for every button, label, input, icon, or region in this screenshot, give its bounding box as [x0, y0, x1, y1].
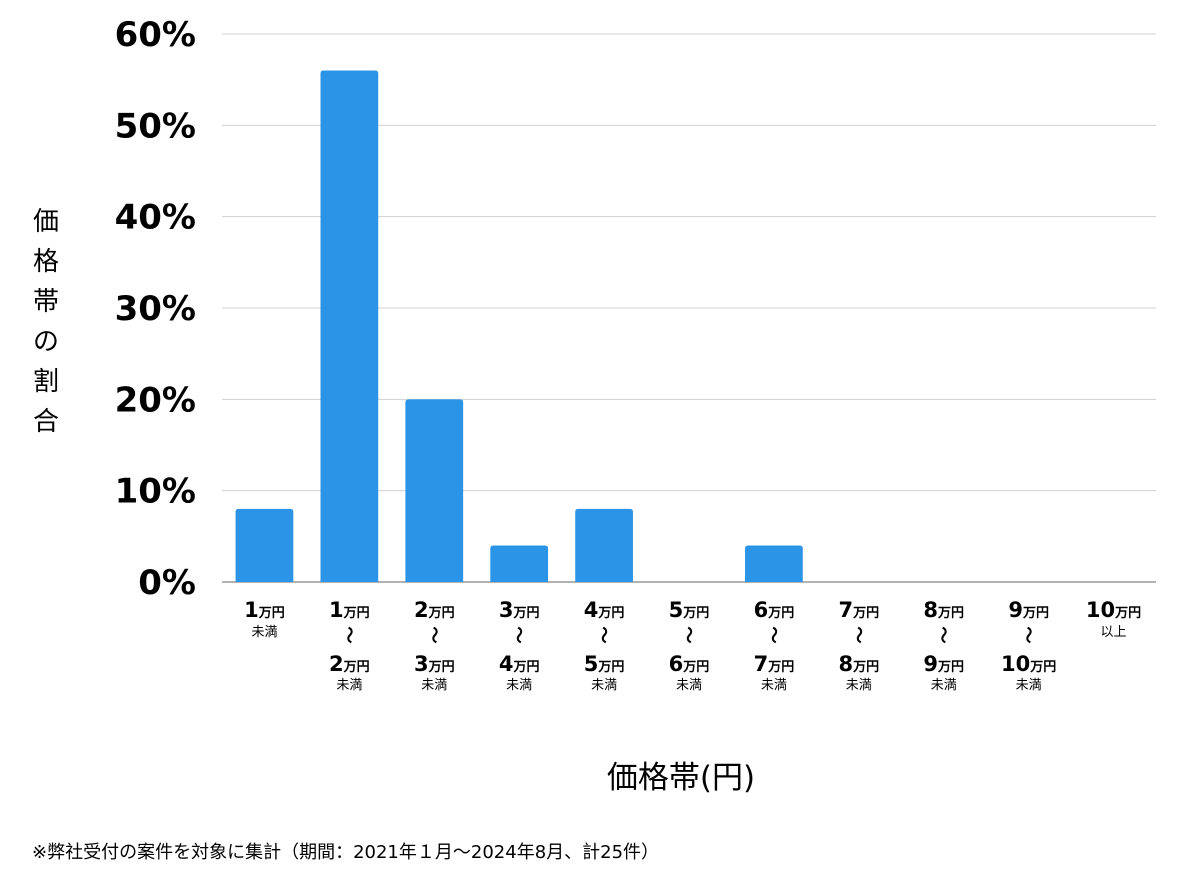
x-tick-bottom: 10万円 — [1001, 652, 1056, 676]
x-tick-top: 8万円 — [923, 598, 964, 622]
x-tick-bottom: 5万円 — [584, 652, 625, 676]
x-tick-bottom: 4万円 — [499, 652, 540, 676]
bar — [320, 70, 379, 583]
x-tick-bottom: 6万円 — [669, 652, 710, 676]
x-tick-sub: 未満 — [846, 678, 872, 693]
x-tick-labels: 1万円未満1万円〜2万円未満2万円〜3万円未満3万円〜4万円未満4万円〜5万円未… — [244, 598, 1141, 693]
x-tick-range-mark: 〜 — [593, 627, 613, 644]
x-tick-sub: 未満 — [421, 678, 447, 693]
x-tick-range-mark: 〜 — [338, 627, 358, 644]
y-axis-label-char: 割 — [33, 367, 59, 397]
x-tick-sub: 未満 — [591, 678, 617, 693]
x-tick-range-mark: 〜 — [423, 627, 443, 644]
x-tick-sub: 未満 — [1016, 678, 1042, 693]
x-tick-top: 9万円 — [1008, 598, 1049, 622]
x-tick-top: 2万円 — [414, 598, 455, 622]
x-tick-top: 3万円 — [499, 598, 540, 622]
y-axis-label-char: 格 — [33, 247, 59, 277]
y-axis-label-char: の — [33, 327, 59, 357]
x-tick-bottom: 3万円 — [414, 652, 455, 676]
y-tick-label: 50% — [115, 106, 196, 146]
x-tick-top: 7万円 — [838, 598, 879, 622]
y-tick-labels: 0% 10% 20% 30% 40% 50% 60% — [115, 15, 196, 603]
y-axis-label-char: 合 — [33, 407, 59, 437]
x-tick-top: 4万円 — [584, 598, 625, 622]
x-tick-sub: 未満 — [931, 678, 957, 693]
x-axis-label: 価格帯(円) — [607, 760, 755, 796]
x-tick-sub: 未満 — [251, 625, 277, 640]
y-tick-label: 60% — [115, 15, 196, 55]
x-tick-range-mark: 〜 — [763, 627, 783, 644]
x-tick-range-mark: 〜 — [1018, 627, 1038, 644]
bar — [745, 545, 803, 582]
y-tick-label: 30% — [115, 289, 196, 329]
bar — [575, 508, 633, 582]
x-tick-range-mark: 〜 — [678, 627, 698, 644]
x-tick-bottom: 7万円 — [754, 652, 795, 676]
x-tick-sub: 未満 — [676, 678, 702, 693]
bars — [235, 70, 803, 583]
x-tick-bottom: 9万円 — [923, 652, 964, 676]
x-tick-bottom: 8万円 — [838, 652, 879, 676]
x-tick-sub: 未満 — [336, 678, 362, 693]
bar — [235, 508, 294, 582]
x-tick-range-mark: 〜 — [933, 627, 953, 644]
y-axis-label-char: 価 — [33, 207, 59, 237]
footnote: ※弊社受付の案件を対象に集計（期間：2021年１月〜2024年8月、計25件） — [32, 842, 659, 863]
x-tick-top: 1万円 — [244, 598, 285, 622]
x-tick-top: 10万円 — [1086, 598, 1141, 622]
y-tick-label: 40% — [115, 198, 196, 238]
x-tick-range-mark: 〜 — [508, 627, 528, 644]
x-tick-sub: 未満 — [506, 678, 532, 693]
y-tick-label: 10% — [115, 472, 196, 512]
bar — [405, 399, 464, 582]
x-tick-sub: 未満 — [761, 678, 787, 693]
x-tick-top: 5万円 — [669, 598, 710, 622]
y-axis-label-char: 帯 — [33, 287, 59, 317]
x-tick-range-mark: 〜 — [848, 627, 868, 644]
x-tick-sub: 以上 — [1101, 625, 1127, 640]
x-tick-top: 6万円 — [754, 598, 795, 622]
bar — [490, 545, 549, 582]
x-tick-bottom: 2万円 — [329, 652, 370, 676]
x-tick-top: 1万円 — [329, 598, 370, 622]
y-tick-label: 0% — [138, 563, 196, 603]
y-tick-label: 20% — [115, 380, 196, 420]
